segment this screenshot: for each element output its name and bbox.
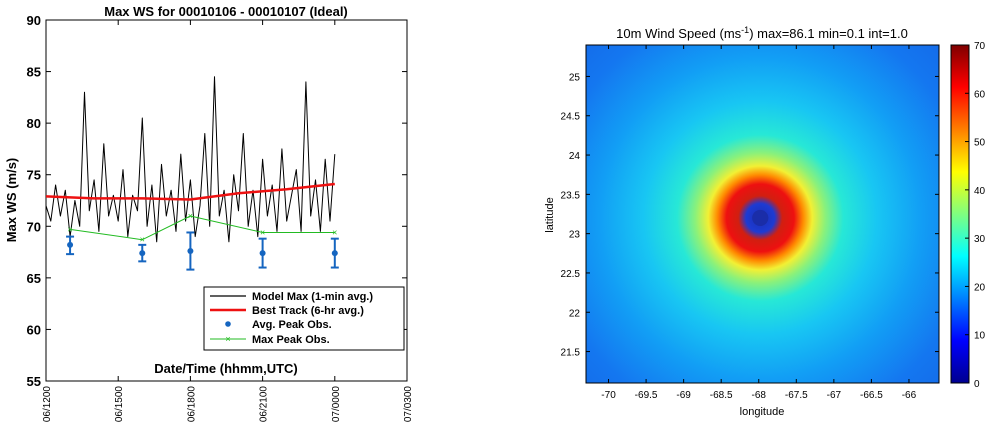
colorbar-tick-label: 10: [974, 331, 986, 342]
max-peak-marker: ×: [67, 224, 72, 234]
lon-tick-label: -66: [902, 390, 917, 401]
x-tick-label: 07/0000: [331, 386, 342, 423]
x-tick-label: 06/1800: [186, 386, 197, 423]
legend-marker-max-peak: ×: [225, 334, 230, 344]
x-axis-label: Date/Time (hhmm,UTC): [154, 361, 298, 376]
lat-tick-label: 23: [569, 230, 581, 241]
lon-tick-label: -67: [827, 390, 842, 401]
x-tick-label: 06/1500: [114, 386, 125, 423]
colorbar-tick-label: 50: [974, 138, 986, 149]
colorbar-tick-label: 20: [974, 282, 986, 293]
y-tick-label: 80: [27, 116, 41, 131]
legend: Model Max (1-min avg.) Best Track (6-hr …: [203, 286, 405, 351]
series-layer: × × × × ×: [46, 76, 339, 271]
y-tick-label: 70: [27, 219, 41, 234]
avg-peak-point: [67, 241, 74, 248]
legend-swatch-avg-peak: [225, 321, 231, 327]
avg-peak-point: [139, 250, 146, 257]
lon-tick-label: -69: [676, 390, 691, 401]
lon-tick-label: -70: [601, 390, 616, 401]
legend-item-best-track: Best Track (6-hr avg.): [210, 305, 364, 317]
x-axis: 06/1200 06/1500 06/1800 06/2100 07/0000 07/03…: [42, 20, 414, 422]
legend-label-best-track: Best Track (6-hr avg.): [252, 305, 364, 317]
lon-tick-label: -68.5: [710, 390, 733, 401]
legend-item-max-peak: × Max Peak Obs.: [210, 334, 330, 346]
y-tick-label: 55: [27, 374, 41, 389]
wind-field: [586, 45, 939, 383]
latitude-axis: 21.5 22 22.5 23 23.5 24 24.5 25: [561, 72, 939, 359]
x-tick-label: 06/2100: [259, 386, 270, 423]
avg-peak-point: [259, 250, 266, 257]
legend-item-model-max: Model Max (1-min avg.): [210, 291, 373, 303]
max-peak-marker: ×: [188, 211, 193, 221]
legend-label-max-peak: Max Peak Obs.: [252, 334, 330, 346]
y-tick-label: 85: [27, 65, 41, 80]
lon-tick-label: -69.5: [635, 390, 658, 401]
max-peak-marker: ×: [260, 227, 265, 237]
y-tick-label: 60: [27, 322, 41, 337]
lon-tick-label: -68: [752, 390, 767, 401]
lat-tick-label: 21.5: [561, 348, 581, 359]
colorbar-tick-label: 0: [974, 379, 980, 390]
map-title: 10m Wind Speed (ms-1) max=86.1 min=0.1 i…: [616, 25, 908, 41]
y-tick-label: 75: [27, 168, 41, 183]
y-tick-label: 90: [27, 13, 41, 28]
x-axis-label-longitude: longitude: [740, 406, 785, 418]
chart-title: Max WS for 00010106 - 00010107 (Ideal): [104, 4, 348, 19]
avg-peak-point: [187, 248, 194, 255]
colorbar-gradient: [950, 44, 970, 384]
x-tick-label: 06/1200: [42, 386, 53, 423]
lat-tick-label: 22: [569, 308, 581, 319]
map-frame: [585, 44, 940, 384]
colorbar-tick-label: 30: [974, 234, 986, 245]
y-axis-label: Max WS (m/s): [4, 158, 19, 243]
lat-tick-label: 23.5: [561, 190, 581, 201]
max-ws-chart: Max WS for 00010106 - 00010107 (Ideal) 5…: [4, 4, 414, 422]
storm-eye: [752, 209, 769, 227]
max-peak-marker: ×: [332, 227, 337, 237]
legend-label-avg-peak: Avg. Peak Obs.: [252, 319, 332, 331]
lat-tick-label: 22.5: [561, 269, 581, 280]
colorbar: 0 10 20 30 40 50 60 70: [950, 41, 986, 390]
colorbar-tick-label: 40: [974, 186, 986, 197]
lat-tick-label: 24: [569, 151, 581, 162]
legend-item-avg-peak: Avg. Peak Obs.: [225, 319, 332, 331]
legend-label-model-max: Model Max (1-min avg.): [252, 291, 373, 303]
longitude-axis: -70 -69.5 -69 -68.5 -68 -67.5 -67 -66.5 -66: [601, 45, 917, 401]
y-tick-label: 65: [27, 271, 41, 286]
max-peak-marker: ×: [140, 235, 145, 245]
colorbar-tick-label: 70: [974, 41, 986, 52]
y-axis-label-latitude: latitude: [544, 197, 556, 232]
y-axis: 55 60 65 70 75 80 85 90: [27, 13, 407, 389]
lat-tick-label: 25: [569, 72, 581, 83]
x-tick-label: 07/0300: [403, 386, 414, 423]
series-line-best-track: [46, 182, 335, 201]
wind-speed-map: 10m Wind Speed (ms-1) max=86.1 min=0.1 i…: [544, 25, 986, 418]
series-line-model-max: [46, 76, 336, 243]
lon-tick-label: -67.5: [785, 390, 808, 401]
colorbar-ticks: 0 10 20 30 40 50 60 70: [965, 41, 986, 390]
avg-peak-point: [331, 250, 338, 257]
lon-tick-label: -66.5: [860, 390, 883, 401]
colorbar-tick-label: 60: [974, 89, 986, 100]
lat-tick-label: 24.5: [561, 112, 581, 123]
series-line-max-peak: [70, 215, 335, 241]
